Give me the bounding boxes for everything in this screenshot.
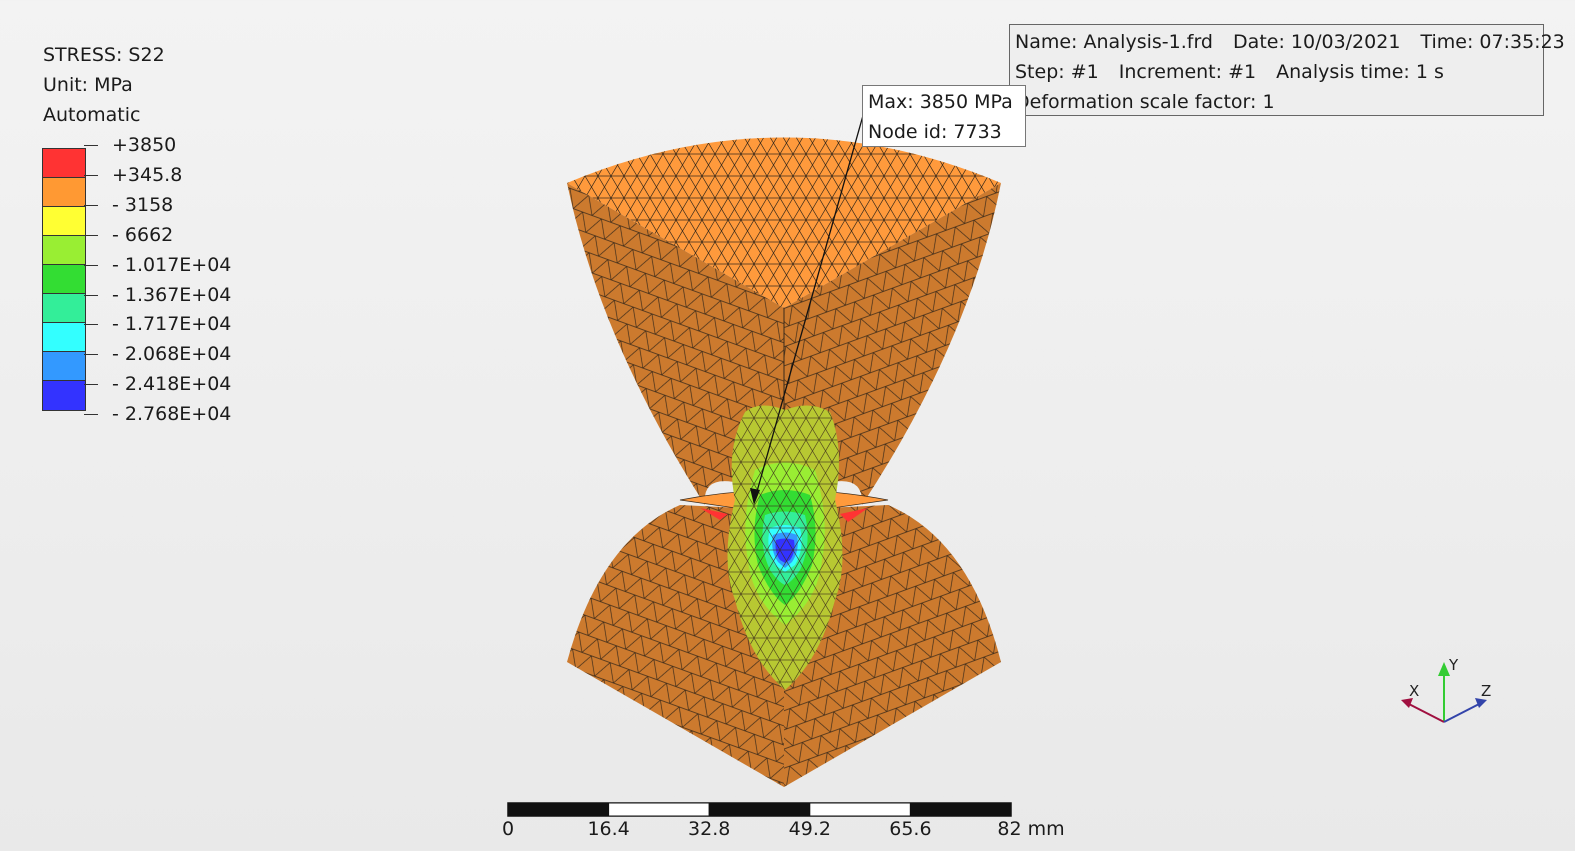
scale-bar-label: 0 bbox=[501, 818, 515, 840]
scale-bar-segment bbox=[507, 802, 610, 817]
file-name: Name: Analysis-1.frd bbox=[1015, 31, 1213, 53]
legend-tick: - 2.768E+04 bbox=[84, 403, 231, 433]
legend-title: STRESS: S22 bbox=[43, 44, 165, 66]
legend-swatch bbox=[43, 178, 85, 207]
analysis-date: Date: 10/03/2021 bbox=[1233, 31, 1401, 53]
legend-tick-label: +3850 bbox=[112, 134, 177, 156]
deformation-scale-factor: Deformation scale factor: 1 bbox=[1015, 91, 1275, 113]
max-value: Max: 3850 MPa bbox=[868, 91, 1013, 113]
axis-z-label: Z bbox=[1481, 682, 1491, 700]
legend-tick: - 2.068E+04 bbox=[84, 343, 231, 373]
legend-swatch bbox=[43, 381, 85, 410]
max-node-id: Node id: 7733 bbox=[868, 121, 1002, 143]
scale-bar-label: 49.2 bbox=[788, 818, 831, 840]
legend-colorbar bbox=[42, 148, 86, 411]
scale-bar-label: 65.6 bbox=[889, 818, 932, 840]
upper-body bbox=[567, 137, 1001, 505]
scale-bar bbox=[507, 802, 1012, 817]
legend-tick: - 1.017E+04 bbox=[84, 254, 231, 284]
legend-tick-label: - 1.017E+04 bbox=[112, 253, 232, 276]
stress-contours bbox=[727, 405, 843, 690]
step-label: Step: #1 bbox=[1015, 61, 1099, 83]
analysis-info-box: Name: Analysis-1.frd Date: 10/03/2021 Ti… bbox=[1009, 24, 1565, 116]
scale-bar-segment bbox=[909, 802, 1012, 817]
legend-tick: +3850 bbox=[84, 134, 176, 164]
legend-tick-label: - 6662 bbox=[112, 223, 174, 246]
scale-bar-segment bbox=[708, 802, 811, 817]
increment-label: Increment: #1 bbox=[1118, 61, 1257, 83]
legend-swatch bbox=[43, 149, 85, 178]
legend-tick: - 1.717E+04 bbox=[84, 313, 231, 343]
legend-tick-label: - 2.068E+04 bbox=[112, 343, 232, 366]
orientation-triad[interactable]: Y X Z bbox=[1395, 650, 1505, 730]
legend-swatch bbox=[43, 207, 85, 236]
analysis-time-of-day: Time: 07:35:23 bbox=[1420, 31, 1565, 53]
scale-bar-segment bbox=[608, 802, 710, 817]
scale-bar-label: 32.8 bbox=[688, 818, 731, 840]
legend-swatch bbox=[43, 294, 85, 323]
scale-bar-segment bbox=[809, 802, 911, 817]
legend-tick-label: - 1.717E+04 bbox=[112, 313, 232, 336]
legend-mode: Automatic bbox=[43, 104, 141, 126]
legend-tick: - 3158 bbox=[84, 194, 173, 224]
legend-swatch bbox=[43, 352, 85, 381]
legend-tick-label: - 2.418E+04 bbox=[112, 373, 232, 396]
analysis-time: Analysis time: 1 s bbox=[1276, 61, 1444, 83]
max-pointer bbox=[750, 111, 865, 505]
legend-unit: Unit: MPa bbox=[43, 74, 133, 96]
legend-tick-label: - 1.367E+04 bbox=[112, 283, 232, 306]
legend-swatch bbox=[43, 323, 85, 352]
scale-bar-label: 82 mm bbox=[997, 818, 1065, 840]
max-value-tooltip: Max: 3850 MPa Node id: 7733 bbox=[862, 85, 1026, 147]
legend-tick-label: - 2.768E+04 bbox=[112, 403, 232, 426]
legend-swatch bbox=[43, 265, 85, 294]
axis-y-label: Y bbox=[1448, 656, 1459, 674]
legend-tick-label: +345.8 bbox=[112, 163, 183, 186]
legend-tick: - 6662 bbox=[84, 224, 173, 254]
legend-header: STRESS: S22 Unit: MPa Automatic bbox=[43, 40, 165, 130]
legend-tick: - 2.418E+04 bbox=[84, 373, 231, 403]
legend-swatch bbox=[43, 236, 85, 265]
legend-tick-label: - 3158 bbox=[112, 193, 174, 216]
axis-x-label: X bbox=[1409, 682, 1419, 700]
scale-bar-label: 16.4 bbox=[587, 818, 630, 840]
legend-tick: - 1.367E+04 bbox=[84, 284, 231, 314]
legend-tick: +345.8 bbox=[84, 164, 182, 194]
